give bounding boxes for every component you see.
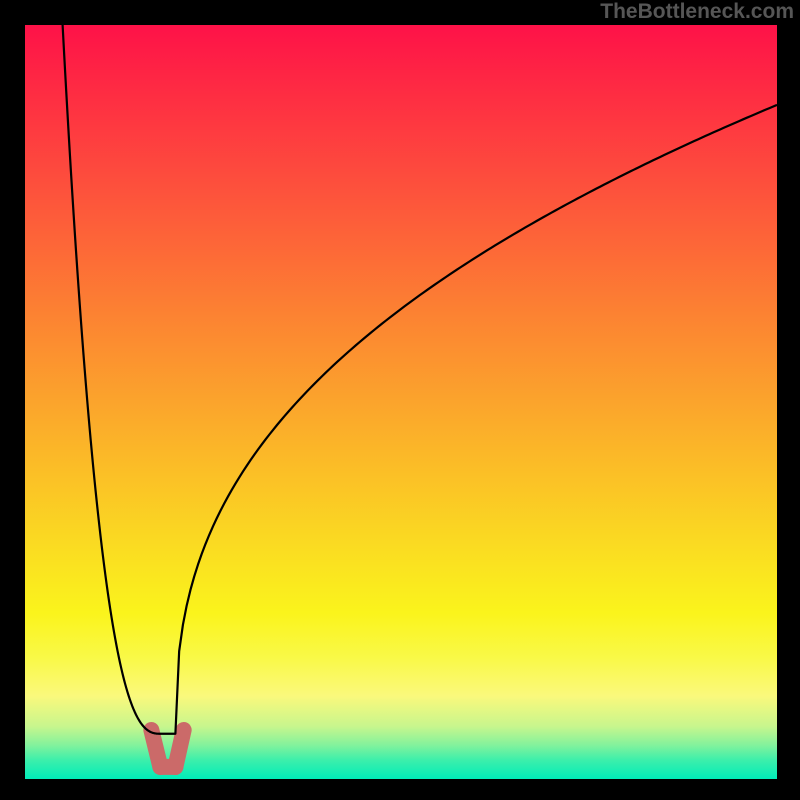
curve-layer xyxy=(25,25,777,779)
bottleneck-curve xyxy=(63,25,777,734)
chart-root: TheBottleneck.com xyxy=(0,0,800,800)
plot-area xyxy=(25,25,777,779)
attribution-text: TheBottleneck.com xyxy=(600,0,794,24)
